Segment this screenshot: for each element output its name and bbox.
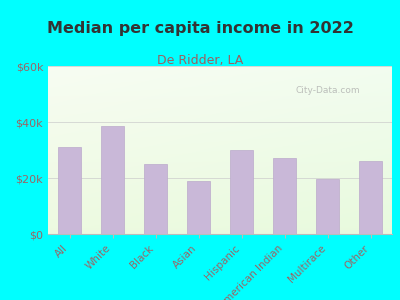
Bar	[316, 179, 339, 234]
Text: City-Data.com: City-Data.com	[296, 86, 360, 95]
Text: De Ridder, LA: De Ridder, LA	[157, 54, 243, 67]
Bar	[144, 164, 167, 234]
Bar	[187, 181, 210, 234]
Bar	[273, 158, 296, 234]
Bar	[58, 147, 81, 234]
Bar	[101, 126, 124, 234]
Text: Median per capita income in 2022: Median per capita income in 2022	[46, 21, 354, 36]
Bar	[359, 161, 382, 234]
Bar	[230, 150, 253, 234]
